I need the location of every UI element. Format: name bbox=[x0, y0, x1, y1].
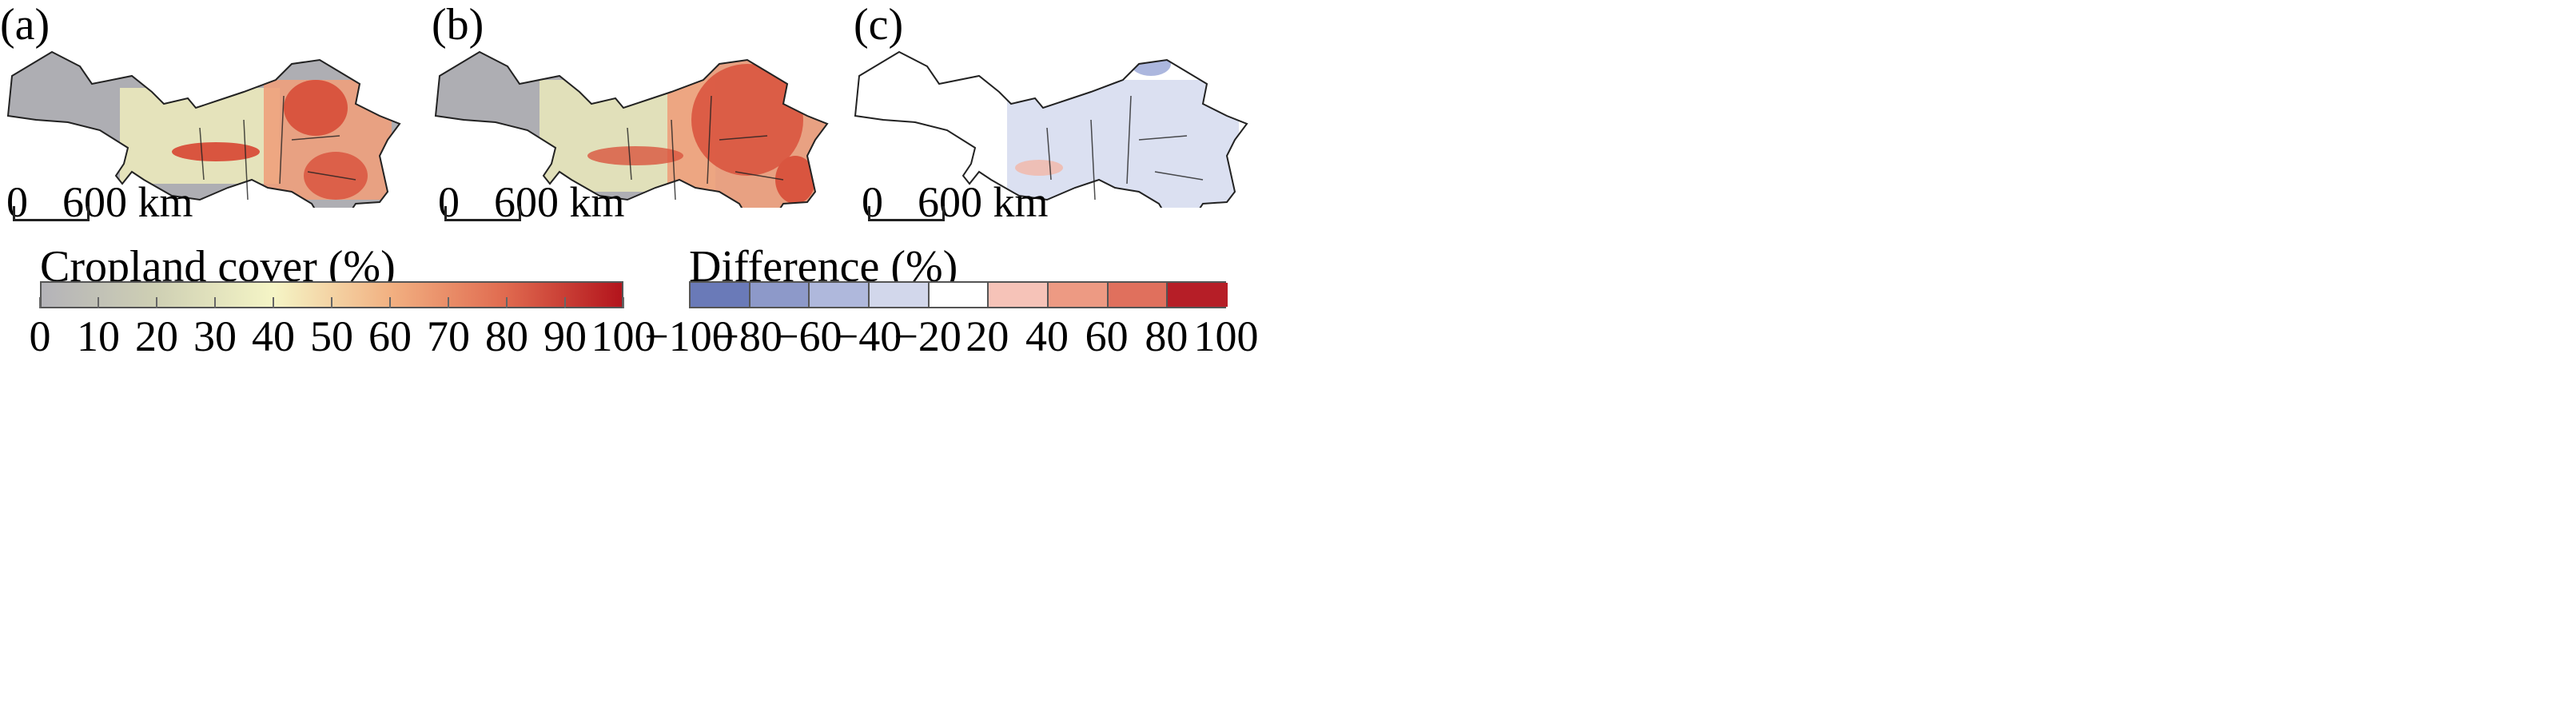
cropland-tick-mark bbox=[273, 297, 274, 308]
map-a-red-zone-3 bbox=[304, 152, 368, 200]
difference-color-cell bbox=[929, 283, 989, 307]
scale-bar-line bbox=[868, 206, 945, 221]
difference-tick-label: 100 bbox=[1193, 312, 1259, 360]
cropland-tick-mark bbox=[389, 297, 391, 308]
difference-color-cell bbox=[1108, 283, 1169, 307]
scale-bar-line bbox=[444, 206, 521, 221]
cropland-tick-label: 90 bbox=[543, 312, 587, 360]
map-b-red-zone-3 bbox=[587, 146, 683, 165]
map-a-red-zone-1 bbox=[284, 80, 348, 136]
scale-zero-label: 0 bbox=[6, 178, 28, 226]
difference-tick-label: −80 bbox=[715, 312, 782, 360]
difference-tick-label: −60 bbox=[774, 312, 842, 360]
difference-map-c bbox=[854, 50, 1248, 208]
scale-bar-line bbox=[13, 206, 90, 221]
scale-zero-label: 0 bbox=[862, 178, 883, 226]
cropland-tick-label: 40 bbox=[252, 312, 295, 360]
panel-label-c: (c) bbox=[854, 0, 904, 50]
map-a-yellow-zone bbox=[120, 88, 280, 184]
panel-label-a: (a) bbox=[0, 0, 50, 50]
cropland-tick-mark bbox=[564, 297, 566, 308]
difference-tick-label: −100 bbox=[644, 312, 734, 360]
difference-color-cell bbox=[870, 283, 930, 307]
scale-bar-a: 0 600 km bbox=[6, 177, 193, 273]
map-b-outline bbox=[434, 50, 829, 208]
difference-color-cell bbox=[1049, 283, 1109, 307]
difference-tick-label: 60 bbox=[1085, 312, 1129, 360]
panel-label-b: (b) bbox=[432, 0, 484, 50]
cropland-tick-label: 80 bbox=[485, 312, 528, 360]
scale-bar-c: 0 600 km bbox=[862, 177, 1049, 273]
difference-tick-label: −40 bbox=[834, 312, 902, 360]
scale-max-label: 600 km bbox=[494, 178, 625, 226]
map-b-red-zone-1 bbox=[691, 64, 803, 176]
cropland-tick-label: 20 bbox=[135, 312, 178, 360]
difference-tick-label: −20 bbox=[894, 312, 962, 360]
map-b-red-zone-2 bbox=[775, 156, 815, 204]
scale-max-label: 600 km bbox=[918, 178, 1049, 226]
cropland-tick-label: 70 bbox=[427, 312, 470, 360]
map-a-red-zone-2 bbox=[172, 142, 260, 161]
map-a-outline bbox=[6, 50, 401, 208]
map-c-blue-zone-2 bbox=[1131, 52, 1171, 76]
cropland-tick-mark bbox=[623, 297, 624, 308]
cropland-tick-mark bbox=[156, 297, 157, 308]
cropland-tick-mark bbox=[98, 297, 99, 308]
cropland-tick-mark bbox=[214, 297, 216, 308]
difference-colorbar bbox=[689, 281, 1228, 308]
difference-tick-label: 80 bbox=[1145, 312, 1188, 360]
cropland-map-b bbox=[434, 50, 829, 208]
map-b-boundaries bbox=[627, 95, 784, 201]
difference-color-cell bbox=[810, 283, 870, 307]
scale-max-label: 600 km bbox=[62, 178, 193, 226]
cropland-tick-mark bbox=[448, 297, 449, 308]
difference-color-cell bbox=[691, 283, 751, 307]
cropland-tick-label: 100 bbox=[591, 312, 656, 360]
difference-tick-label: 40 bbox=[1025, 312, 1069, 360]
cropland-tick-label: 0 bbox=[29, 312, 51, 360]
cropland-tick-label: 10 bbox=[77, 312, 120, 360]
difference-color-cell bbox=[1168, 283, 1228, 307]
difference-color-cell bbox=[750, 283, 810, 307]
cropland-tick-mark bbox=[506, 297, 508, 308]
cropland-map-a bbox=[6, 50, 401, 208]
map-c-boundaries bbox=[1046, 95, 1204, 201]
map-c-pink-zone bbox=[1015, 160, 1063, 176]
difference-color-cell bbox=[989, 283, 1049, 307]
cropland-tick-label: 50 bbox=[310, 312, 353, 360]
cropland-tick-label: 60 bbox=[368, 312, 412, 360]
map-c-outline bbox=[854, 50, 1248, 208]
difference-tick-label: 20 bbox=[966, 312, 1009, 360]
cropland-tick-mark bbox=[39, 297, 41, 308]
cropland-tick-label: 30 bbox=[193, 312, 237, 360]
scale-bar-b: 0 600 km bbox=[438, 177, 625, 273]
scale-zero-label: 0 bbox=[438, 178, 460, 226]
map-a-boundaries bbox=[199, 95, 356, 201]
cropland-tick-mark bbox=[331, 297, 332, 308]
